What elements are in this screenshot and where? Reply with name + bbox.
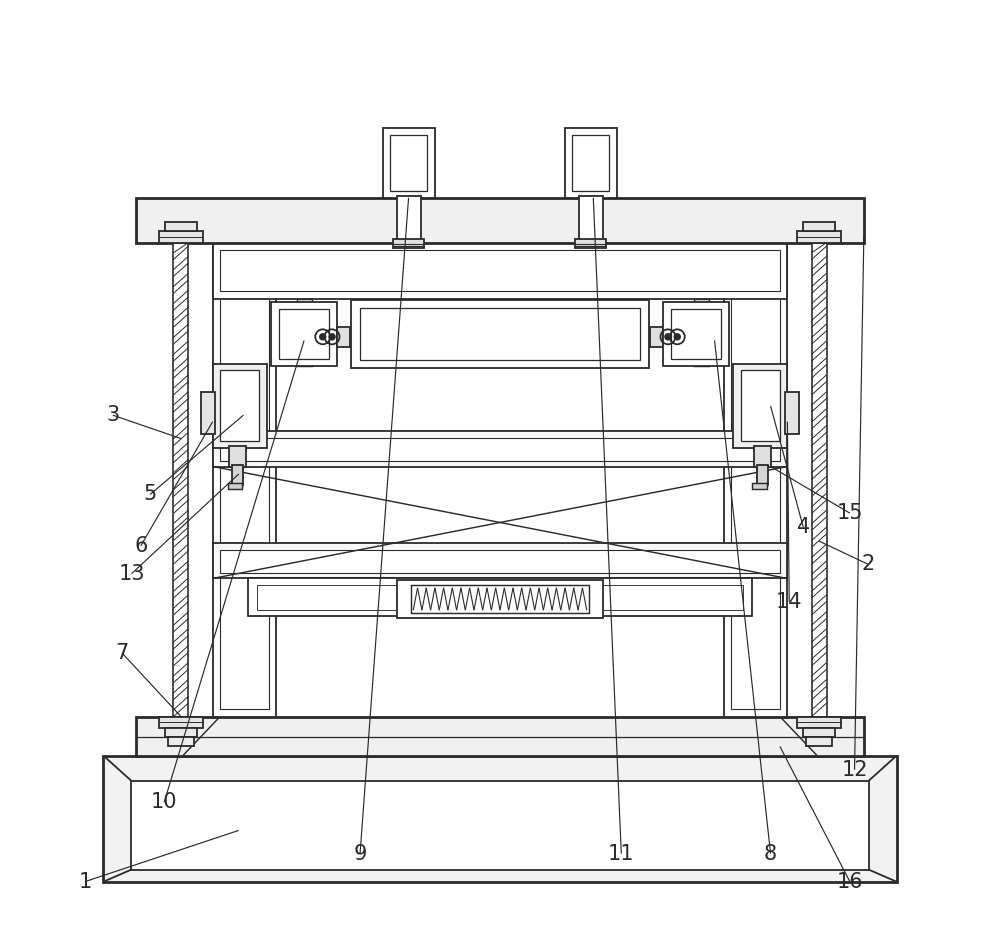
Text: 16: 16 (837, 871, 863, 892)
Bar (752, 483, 767, 489)
Bar (168, 737, 194, 746)
Bar (213, 243, 787, 299)
Bar (248, 578, 752, 616)
Bar (741, 370, 780, 441)
Bar (103, 756, 897, 882)
Text: 2: 2 (862, 554, 875, 575)
Bar (806, 737, 832, 746)
Bar (257, 585, 743, 610)
Bar (694, 299, 709, 366)
Bar (812, 243, 827, 717)
Bar (393, 239, 424, 248)
Bar (337, 327, 350, 347)
Bar (297, 299, 312, 366)
Bar (731, 250, 780, 709)
Bar (279, 309, 329, 359)
Bar (165, 222, 197, 231)
Bar (271, 302, 337, 366)
Bar (220, 550, 780, 573)
Bar (803, 728, 835, 737)
Text: 11: 11 (608, 843, 635, 864)
Bar (757, 465, 768, 485)
Bar (663, 302, 729, 366)
Circle shape (674, 333, 681, 341)
Bar (351, 300, 649, 368)
Bar (572, 135, 609, 191)
Bar (575, 239, 606, 248)
Text: 10: 10 (151, 792, 177, 813)
Bar (397, 196, 421, 243)
Text: 13: 13 (118, 564, 145, 584)
Bar (131, 781, 869, 870)
Bar (724, 243, 787, 717)
Bar (232, 465, 243, 485)
Bar (397, 580, 603, 618)
Bar (159, 717, 203, 728)
Bar (136, 717, 864, 756)
Bar (136, 198, 864, 243)
Bar (213, 543, 787, 578)
Text: 6: 6 (134, 536, 147, 556)
Bar (159, 231, 203, 243)
Bar (213, 431, 787, 466)
Bar (220, 250, 780, 291)
Text: 15: 15 (837, 503, 863, 523)
Text: 9: 9 (353, 843, 367, 864)
Bar (213, 364, 267, 448)
Text: 1: 1 (78, 871, 91, 892)
Bar (229, 446, 246, 466)
Circle shape (328, 333, 336, 341)
Bar (228, 483, 242, 489)
Bar (213, 243, 276, 717)
Bar (201, 392, 215, 434)
Bar (390, 135, 427, 191)
Bar (797, 717, 841, 728)
Bar (803, 222, 835, 231)
Bar (220, 370, 259, 441)
Bar (579, 196, 603, 243)
Text: 3: 3 (106, 405, 119, 425)
Bar (754, 446, 771, 466)
Text: 7: 7 (116, 643, 129, 663)
Bar (785, 392, 799, 434)
Bar (220, 250, 269, 709)
Circle shape (664, 333, 672, 341)
Bar (797, 231, 841, 243)
Bar (733, 364, 787, 448)
Text: 5: 5 (143, 484, 157, 505)
Text: 8: 8 (764, 843, 777, 864)
Bar (411, 585, 589, 613)
Text: 14: 14 (776, 592, 802, 612)
Bar (671, 309, 721, 359)
Bar (565, 128, 617, 198)
Circle shape (319, 333, 326, 341)
Bar (650, 327, 663, 347)
Bar (173, 243, 188, 717)
Text: 4: 4 (797, 517, 810, 537)
Text: 12: 12 (841, 759, 868, 780)
Bar (383, 128, 435, 198)
Bar (360, 308, 640, 360)
Bar (165, 728, 197, 737)
Bar (220, 438, 780, 461)
